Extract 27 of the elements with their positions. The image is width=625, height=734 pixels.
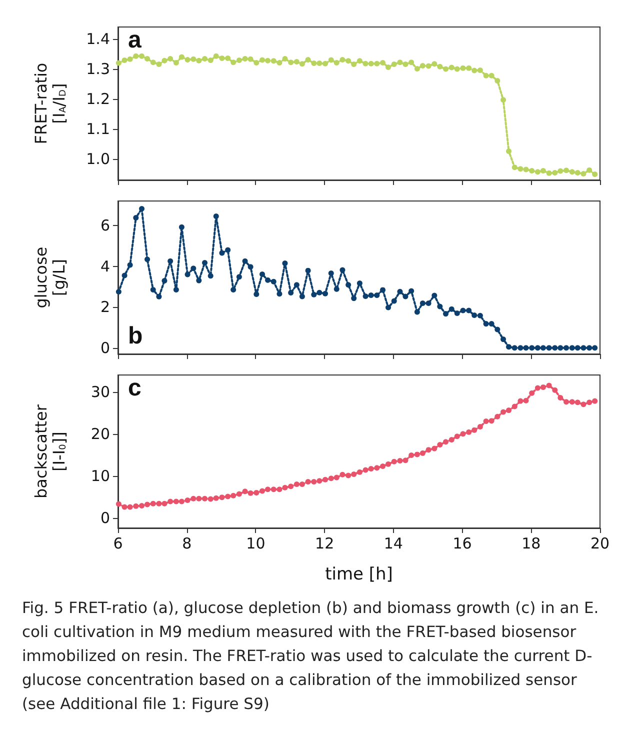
x-tick-label: 14 — [384, 534, 403, 552]
x-tick-label: 16 — [452, 534, 472, 552]
x-tick-label: 10 — [246, 534, 266, 552]
x-tick-label: 6 — [113, 534, 123, 552]
x-axis-title: time [h] — [325, 564, 393, 584]
y-tick-label: 30 — [90, 382, 110, 401]
y-tick-label: 6 — [100, 216, 110, 234]
y-tick-label: 1.2 — [86, 90, 110, 108]
y-tick-label: 2 — [100, 298, 110, 316]
annotation: b — [128, 322, 143, 350]
x-tick-label: 20 — [590, 534, 610, 552]
y-tick-label: 1.3 — [86, 60, 110, 78]
annotation: c — [128, 374, 142, 402]
y-tick-label: 4 — [100, 257, 110, 276]
y-tick-label: 1.1 — [86, 120, 110, 138]
y-axis-title: glucose [g/L] — [32, 246, 68, 308]
y-tick-label: 10 — [90, 466, 110, 485]
y-tick-label: 1.4 — [86, 30, 110, 48]
x-tick-label: 18 — [522, 534, 541, 552]
x-tick-label: 8 — [182, 534, 192, 552]
caption: Fig. 5 FRET-ratio (a), glucose depletion (b) and biomass growth (c) in an E. coli cultivation in M9 medium measured with the FRET-based biosensor immobilized on resin. The FRET-ratio was used to calculate the current D-glucose concentration based on a calibration of the immobilized sensor (see Additional file 1: Figure S9) — [22, 598, 600, 715]
x-tick-label: 12 — [315, 534, 334, 552]
y-tick-label: 0 — [100, 508, 110, 527]
y-tick-label: 0 — [100, 338, 110, 357]
y-tick-label: 1.0 — [86, 150, 110, 168]
annotation: a — [128, 26, 142, 54]
y-tick-label: 20 — [90, 424, 110, 443]
